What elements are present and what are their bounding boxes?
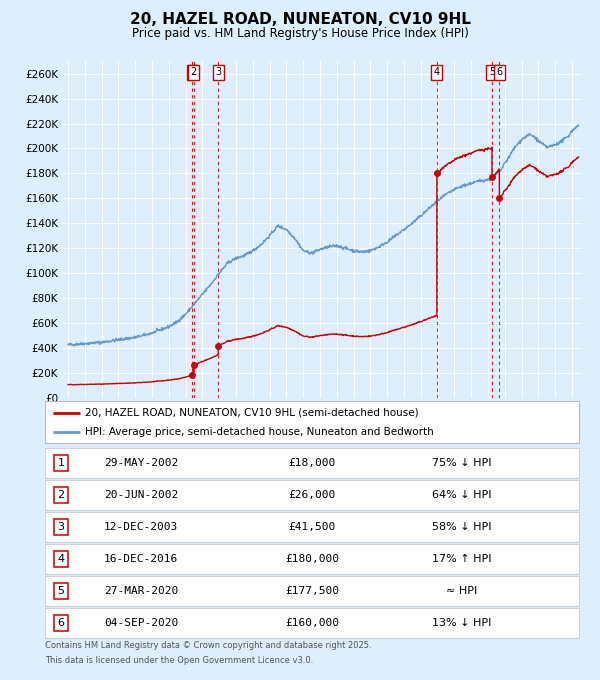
- Text: This data is licensed under the Open Government Licence v3.0.: This data is licensed under the Open Gov…: [45, 656, 313, 665]
- Text: Contains HM Land Registry data © Crown copyright and database right 2025.: Contains HM Land Registry data © Crown c…: [45, 641, 371, 650]
- Point: [187, 370, 197, 381]
- Text: 3: 3: [58, 522, 65, 532]
- Text: 3: 3: [215, 67, 221, 78]
- Text: £160,000: £160,000: [285, 618, 339, 628]
- Text: 1: 1: [58, 458, 65, 468]
- Text: 13% ↓ HPI: 13% ↓ HPI: [432, 618, 491, 628]
- Text: 2: 2: [58, 490, 65, 500]
- Text: £41,500: £41,500: [289, 522, 335, 532]
- Text: 2: 2: [190, 67, 197, 78]
- Text: £26,000: £26,000: [289, 490, 335, 500]
- Text: 20, HAZEL ROAD, NUNEATON, CV10 9HL: 20, HAZEL ROAD, NUNEATON, CV10 9HL: [130, 12, 470, 27]
- Text: 20, HAZEL ROAD, NUNEATON, CV10 9HL (semi-detached house): 20, HAZEL ROAD, NUNEATON, CV10 9HL (semi…: [85, 407, 419, 418]
- Text: 29-MAY-2002: 29-MAY-2002: [104, 458, 178, 468]
- Text: 27-MAR-2020: 27-MAR-2020: [104, 586, 178, 596]
- Text: 1: 1: [189, 67, 195, 78]
- Text: 58% ↓ HPI: 58% ↓ HPI: [432, 522, 491, 532]
- Text: 4: 4: [58, 554, 65, 564]
- Text: 16-DEC-2016: 16-DEC-2016: [104, 554, 178, 564]
- Point: [189, 360, 199, 371]
- Text: 17% ↑ HPI: 17% ↑ HPI: [432, 554, 491, 564]
- Point: [487, 171, 497, 182]
- Text: 5: 5: [489, 67, 495, 78]
- Text: Price paid vs. HM Land Registry's House Price Index (HPI): Price paid vs. HM Land Registry's House …: [131, 27, 469, 40]
- Point: [432, 168, 442, 179]
- Text: 04-SEP-2020: 04-SEP-2020: [104, 618, 178, 628]
- Text: £180,000: £180,000: [285, 554, 339, 564]
- Point: [494, 193, 504, 204]
- Text: 64% ↓ HPI: 64% ↓ HPI: [432, 490, 491, 500]
- Text: 12-DEC-2003: 12-DEC-2003: [104, 522, 178, 532]
- Text: 6: 6: [58, 618, 65, 628]
- Text: 20-JUN-2002: 20-JUN-2002: [104, 490, 178, 500]
- Text: HPI: Average price, semi-detached house, Nuneaton and Bedworth: HPI: Average price, semi-detached house,…: [85, 427, 434, 437]
- Text: ≈ HPI: ≈ HPI: [446, 586, 477, 596]
- Text: £18,000: £18,000: [289, 458, 335, 468]
- Text: £177,500: £177,500: [285, 586, 339, 596]
- Text: 4: 4: [434, 67, 440, 78]
- Text: 5: 5: [58, 586, 65, 596]
- Text: 6: 6: [496, 67, 502, 78]
- Point: [214, 341, 223, 352]
- Text: 75% ↓ HPI: 75% ↓ HPI: [432, 458, 491, 468]
